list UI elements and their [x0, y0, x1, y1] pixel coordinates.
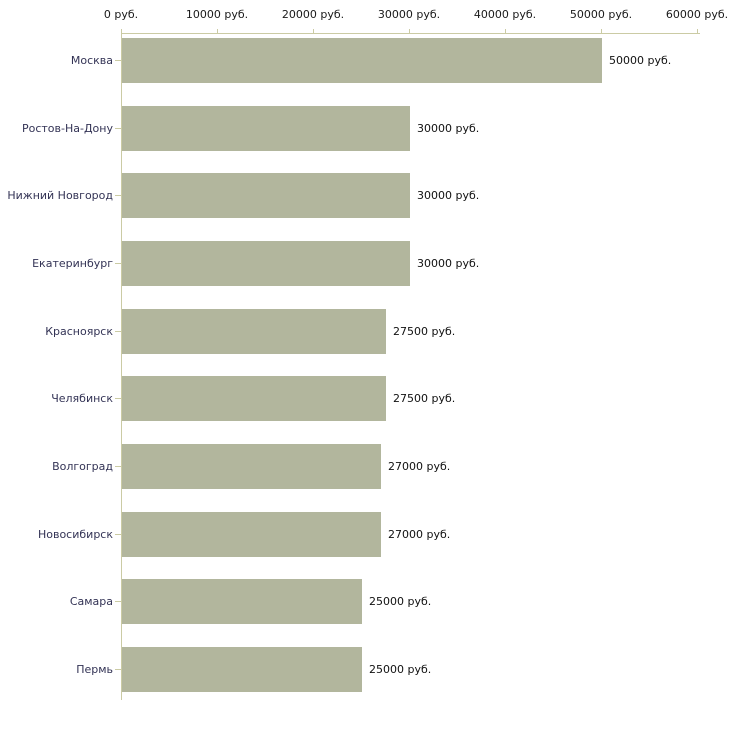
- y-axis-line: [121, 33, 122, 700]
- x-axis-tick: [409, 29, 410, 34]
- x-axis-tick-label: 50000 руб.: [569, 8, 633, 21]
- category-label: Новосибирск: [37, 528, 113, 541]
- x-axis-tick: [505, 29, 506, 34]
- bar: [122, 647, 362, 692]
- category-tick: [115, 466, 121, 467]
- value-label: 27000 руб.: [388, 460, 451, 473]
- x-axis-tick: [217, 29, 218, 34]
- category-tick: [115, 601, 121, 602]
- category-tick: [115, 398, 121, 399]
- x-axis-tick: [121, 29, 122, 34]
- category-label: Екатеринбург: [32, 257, 113, 270]
- category-tick: [115, 128, 121, 129]
- category-label: Нижний Новгород: [7, 189, 113, 202]
- bar: [122, 38, 602, 83]
- x-axis-tick-label: 60000 руб.: [665, 8, 729, 21]
- x-axis-tick-label: 20000 руб.: [281, 8, 345, 21]
- category-label: Самара: [69, 595, 113, 608]
- bar: [122, 376, 386, 421]
- category-tick: [115, 534, 121, 535]
- bar: [122, 512, 381, 557]
- x-axis-tick: [313, 29, 314, 34]
- bar: [122, 444, 381, 489]
- category-tick: [115, 195, 121, 196]
- bar: [122, 173, 410, 218]
- category-label: Пермь: [76, 663, 113, 676]
- x-axis-tick: [697, 29, 698, 34]
- category-tick: [115, 331, 121, 332]
- bar: [122, 241, 410, 286]
- category-label: Ростов-На-Дону: [21, 122, 113, 135]
- category-tick: [115, 669, 121, 670]
- bar: [122, 106, 410, 151]
- value-label: 27500 руб.: [393, 392, 456, 405]
- value-label: 27500 руб.: [393, 325, 456, 338]
- bar: [122, 309, 386, 354]
- value-label: 30000 руб.: [417, 257, 480, 270]
- value-label: 30000 руб.: [417, 122, 480, 135]
- x-axis-line: [121, 33, 700, 34]
- category-label: Москва: [70, 54, 113, 67]
- category-tick: [115, 263, 121, 264]
- category-label: Челябинск: [51, 392, 113, 405]
- value-label: 25000 руб.: [369, 663, 432, 676]
- bar: [122, 579, 362, 624]
- value-label: 27000 руб.: [388, 528, 451, 541]
- x-axis-tick: [601, 29, 602, 34]
- x-axis-tick-label: 10000 руб.: [185, 8, 249, 21]
- value-label: 25000 руб.: [369, 595, 432, 608]
- category-label: Волгоград: [52, 460, 113, 473]
- category-tick: [115, 60, 121, 61]
- category-label: Красноярск: [45, 325, 113, 338]
- value-label: 30000 руб.: [417, 189, 480, 202]
- x-axis-tick-label: 30000 руб.: [377, 8, 441, 21]
- x-axis-tick-label: 40000 руб.: [473, 8, 537, 21]
- value-label: 50000 руб.: [609, 54, 672, 67]
- x-axis-tick-label: 0 руб.: [103, 8, 139, 21]
